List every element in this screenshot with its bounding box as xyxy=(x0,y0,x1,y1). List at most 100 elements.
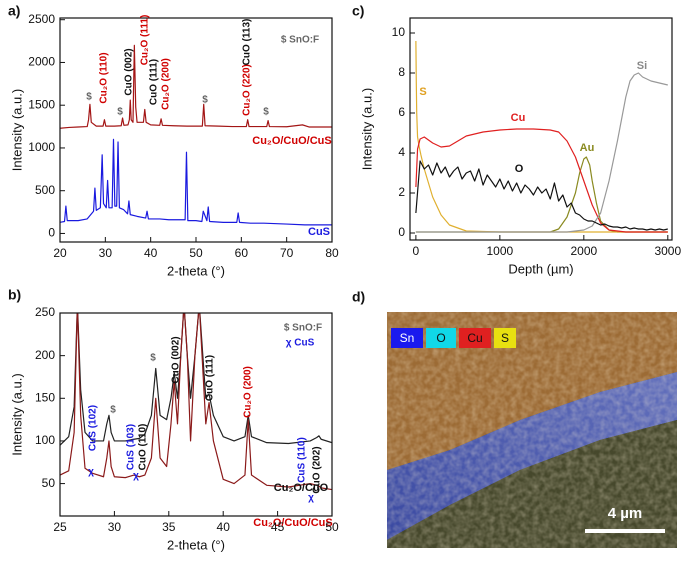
x-axis-label: 2-theta (°) xyxy=(167,263,225,278)
y-tick-label: 500 xyxy=(35,183,55,197)
x-tick-label: 35 xyxy=(162,520,176,534)
x-tick-label: 80 xyxy=(325,246,339,260)
series-label: Cu₂O/CuO xyxy=(274,482,329,494)
y-tick-label: 8 xyxy=(398,65,405,79)
series-label: Au xyxy=(580,142,595,154)
x-tick-label: 60 xyxy=(235,246,249,260)
annotation: CuO (002) xyxy=(171,336,182,383)
annotation: $ xyxy=(202,95,208,106)
y-tick-label: 100 xyxy=(35,433,55,447)
annotation: χ xyxy=(133,471,139,482)
series-label: S xyxy=(419,86,426,98)
x-tick-label: 1000 xyxy=(487,244,514,258)
y-tick-label: 2 xyxy=(398,185,405,199)
y-tick-label: 250 xyxy=(35,305,55,319)
annotation: $ xyxy=(86,92,92,103)
x-tick-label: 40 xyxy=(144,246,158,260)
series-label: Cu₂O/CuO/CuS xyxy=(252,135,331,147)
x-axis-label: Depth (µm) xyxy=(508,261,573,276)
y-axis-label: Intensity (a.u.) xyxy=(359,88,374,170)
axes-frame xyxy=(59,17,333,243)
y-tick-label: 2500 xyxy=(28,12,55,26)
annotation: χ xyxy=(88,467,94,478)
y-axis-label: Intensity (a.u.) xyxy=(9,89,24,171)
series-line xyxy=(415,128,668,233)
panel-label: b) xyxy=(8,287,21,303)
series-line xyxy=(415,72,668,233)
legend-label: S xyxy=(501,331,509,345)
scale-bar-label: 4 µm xyxy=(608,505,643,522)
annotation: CuS (110) xyxy=(297,437,308,483)
x-tick-label: 20 xyxy=(53,246,67,260)
annotation: CuO (111) xyxy=(205,355,216,401)
axes-frame xyxy=(409,17,673,241)
plot-area xyxy=(60,44,332,226)
panel-label: d) xyxy=(352,289,365,305)
x-tick-label: 0 xyxy=(413,244,420,258)
y-tick-label: 0 xyxy=(48,226,55,240)
panel-label: a) xyxy=(8,3,20,19)
y-tick-label: 1500 xyxy=(28,97,55,111)
x-tick-label: 70 xyxy=(280,246,294,260)
plot-area xyxy=(60,313,332,491)
annotation: CuS (103) xyxy=(126,424,137,470)
y-tick-label: 200 xyxy=(35,348,55,362)
y-tick-label: 10 xyxy=(392,25,406,39)
annotation: $ SnO:F xyxy=(284,323,322,334)
series-label: O xyxy=(515,163,524,175)
panel-label: c) xyxy=(352,3,364,19)
annotation: CuO (111) xyxy=(149,59,160,105)
x-tick-label: 30 xyxy=(99,246,113,260)
annotation: $ SnO:F xyxy=(281,35,319,46)
legend-label: Cu xyxy=(467,331,482,345)
y-tick-label: 4 xyxy=(398,145,405,159)
series-line xyxy=(415,40,668,233)
x-tick-label: 50 xyxy=(325,520,339,534)
annotation: CuO (002) xyxy=(124,48,135,95)
series-label: Cu xyxy=(511,112,526,124)
y-tick-label: 2000 xyxy=(28,55,55,69)
y-tick-label: 6 xyxy=(398,105,405,119)
annotation: Cu₂O (200) xyxy=(243,366,254,418)
annotation: CuS (102) xyxy=(88,405,99,451)
annotation: CuO (113) xyxy=(242,19,253,66)
y-axis-label: Intensity (a.u.) xyxy=(9,373,24,455)
annotation: Cu₂O (111) xyxy=(140,15,151,66)
annotation: $ xyxy=(117,107,123,118)
y-tick-label: 1000 xyxy=(28,140,55,154)
annotation: Cu₂O (110) xyxy=(99,52,110,103)
micrograph xyxy=(387,312,677,548)
annotation: $ xyxy=(150,353,156,364)
x-tick-label: 45 xyxy=(271,520,285,534)
series-line xyxy=(415,160,668,231)
series-label: CuS xyxy=(308,226,330,238)
legend-label: O xyxy=(436,331,445,345)
x-tick-label: 3000 xyxy=(654,244,681,258)
annotation: CuO (202) xyxy=(312,446,323,493)
annotation: $ xyxy=(110,405,116,416)
annotation: CuO (110) xyxy=(138,424,149,471)
x-tick-label: 30 xyxy=(108,520,122,534)
y-tick-label: 150 xyxy=(35,390,55,404)
legend-label: Sn xyxy=(400,331,415,345)
plot-area xyxy=(415,40,668,233)
series-line xyxy=(415,156,668,233)
annotation: χ CuS xyxy=(286,338,315,349)
annotation: χ xyxy=(308,493,314,504)
series-label: Si xyxy=(637,60,647,72)
y-tick-label: 50 xyxy=(42,476,56,490)
annotation: Cu₂O (220) xyxy=(242,64,253,116)
x-tick-label: 50 xyxy=(189,246,203,260)
axes-frame xyxy=(59,312,333,517)
x-tick-label: 40 xyxy=(217,520,231,534)
x-tick-label: 2000 xyxy=(570,244,597,258)
series-line xyxy=(60,313,332,491)
series-line xyxy=(60,313,332,446)
annotation: Cu₂O (200) xyxy=(161,58,172,110)
y-tick-label: 0 xyxy=(398,225,405,239)
x-axis-label: 2-theta (°) xyxy=(167,537,225,552)
series-line xyxy=(60,44,332,129)
series-label: Cu₂O/CuO/CuS xyxy=(253,517,332,529)
annotation: $ xyxy=(263,107,269,118)
